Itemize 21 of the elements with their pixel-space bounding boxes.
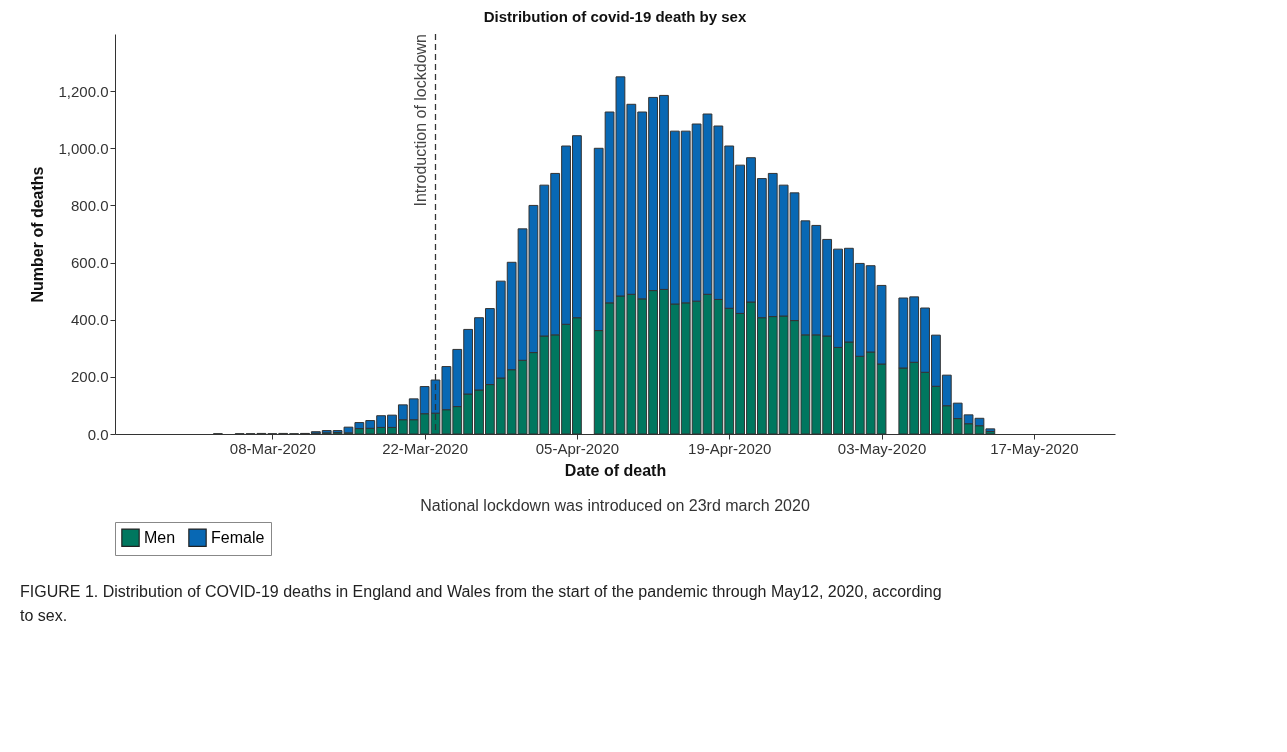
y-tick-label: 200.0 — [70, 368, 109, 386]
legend-label: Men — [144, 528, 176, 546]
x-tick-label: 19-Apr-2020 — [688, 439, 772, 457]
caption: FIGURE 1. Distribution of COVID-19 deaths in England and Wales from the start of the pandemic through May12, 2020, according to sex. — [20, 583, 942, 624]
y-tick-label: 800.0 — [70, 196, 109, 214]
x-tick-label: 22-Mar-2020 — [382, 439, 469, 457]
x-tick-label: 08-Mar-2020 — [229, 439, 316, 457]
y-axis-title: Number of deaths — [29, 166, 47, 303]
text: National lockdown was introduced on 23rd march 2020 — [420, 497, 810, 514]
y-tick-label: 1,200.0 — [58, 82, 109, 100]
legend-label: Female — [211, 528, 265, 546]
chart-title: Distribution of covid-19 death by sex — [483, 8, 747, 26]
y-tick-label: 1,000.0 — [58, 139, 109, 157]
x-tick-label: 03-May-2020 — [837, 439, 927, 457]
x-tick-label: 17-May-2020 — [990, 439, 1079, 457]
x-tick-label: 05-Apr-2020 — [535, 439, 620, 457]
y-tick-label: 0.0 — [87, 425, 109, 443]
y-tick-label: 400.0 — [70, 311, 109, 329]
y-tick-label: 600.0 — [70, 254, 109, 272]
x-axis-title: Date of death — [564, 461, 667, 479]
ref-line-label: Introduction of lockdown — [412, 34, 430, 207]
